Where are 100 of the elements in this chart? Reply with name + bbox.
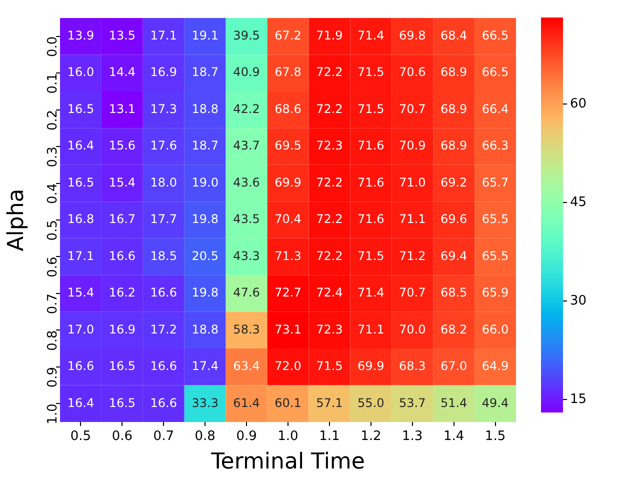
data-label: 16.9 — [150, 65, 177, 80]
x-tick-label: 1.3 — [402, 429, 423, 444]
x-tick-label: 1.2 — [360, 429, 382, 444]
data-label: 40.9 — [233, 65, 260, 80]
data-label: 17.1 — [150, 28, 177, 42]
data-label: 16.5 — [67, 102, 94, 116]
data-label: 71.3 — [274, 248, 302, 263]
data-label: 43.3 — [233, 248, 260, 263]
data-label: 19.1 — [192, 28, 218, 42]
data-label: 69.5 — [274, 138, 302, 153]
data-label: 17.1 — [67, 248, 94, 263]
data-label: 68.3 — [399, 359, 426, 374]
data-label: 60.1 — [274, 396, 302, 410]
data-label: 71.5 — [358, 248, 384, 263]
data-label: 16.0 — [67, 65, 94, 80]
data-label: 67.0 — [440, 359, 468, 374]
data-label: 70.7 — [399, 286, 426, 300]
data-label: 16.6 — [67, 359, 94, 374]
data-label: 72.3 — [316, 138, 343, 153]
data-label: 63.4 — [233, 359, 260, 374]
data-label: 71.6 — [358, 138, 384, 153]
data-label: 43.6 — [233, 175, 260, 190]
y-tick-label: 0.8 — [45, 330, 60, 351]
data-label: 18.7 — [192, 138, 218, 153]
y-tick-label: 0.6 — [45, 256, 60, 278]
x-tick-label: 0.6 — [112, 429, 133, 444]
data-label: 49.4 — [482, 396, 509, 410]
data-label: 18.7 — [192, 65, 218, 80]
data-label: 69.9 — [358, 359, 384, 374]
data-label: 16.5 — [108, 396, 136, 410]
data-label: 71.4 — [358, 286, 384, 300]
color-bar-label: 15 — [570, 392, 587, 407]
data-label: 70.7 — [399, 102, 426, 116]
data-label: 18.5 — [150, 248, 177, 263]
data-label: 72.2 — [316, 102, 343, 116]
x-tick-label: 1.5 — [484, 429, 506, 444]
data-label: 16.6 — [150, 286, 177, 300]
data-label: 72.2 — [316, 212, 343, 226]
data-label: 55.0 — [358, 396, 384, 410]
data-label: 68.9 — [440, 102, 468, 116]
x-tick-label: 1.4 — [443, 429, 464, 444]
data-label: 17.3 — [150, 102, 177, 116]
data-label: 69.8 — [399, 28, 426, 42]
data-label: 17.2 — [150, 322, 177, 336]
data-label: 18.8 — [192, 102, 218, 116]
data-label: 66.5 — [482, 65, 509, 80]
data-label: 71.0 — [399, 175, 426, 190]
data-label: 67.2 — [274, 28, 302, 42]
data-label: 71.5 — [316, 359, 343, 374]
data-label: 67.8 — [274, 65, 302, 80]
data-label: 13.1 — [108, 102, 136, 116]
data-label: 16.5 — [67, 175, 94, 190]
y-axis-title: Alpha — [4, 188, 29, 252]
data-label: 72.2 — [316, 175, 343, 190]
data-label: 69.4 — [440, 248, 468, 263]
data-label: 39.5 — [233, 28, 260, 42]
data-label: 68.9 — [440, 138, 468, 153]
data-label: 14.4 — [108, 65, 136, 80]
data-label: 68.5 — [440, 286, 468, 300]
data-label: 68.9 — [440, 65, 468, 80]
data-label: 70.0 — [399, 322, 426, 336]
color-bar-label: 45 — [570, 194, 587, 210]
data-label: 66.3 — [482, 138, 509, 153]
data-label: 70.4 — [274, 212, 302, 226]
data-label: 16.9 — [108, 322, 136, 336]
data-label: 66.0 — [482, 322, 509, 336]
data-label: 17.6 — [150, 138, 177, 153]
data-label: 16.2 — [108, 286, 136, 300]
y-tick-label: 1.0 — [45, 404, 60, 424]
data-label: 19.8 — [192, 212, 218, 226]
data-label: 53.7 — [399, 396, 426, 410]
y-tick-label: 0.1 — [45, 73, 60, 94]
data-label: 16.6 — [150, 359, 177, 374]
data-label: 19.0 — [192, 175, 218, 190]
data-label: 42.2 — [233, 102, 260, 116]
y-tick-label: 0.9 — [45, 366, 60, 388]
x-tick-label: 1.0 — [278, 429, 298, 444]
data-label: 65.5 — [482, 248, 509, 263]
data-label: 68.4 — [440, 28, 468, 42]
x-axis-title: Terminal Time — [210, 450, 365, 475]
data-label: 71.6 — [358, 212, 384, 226]
data-label: 64.9 — [482, 359, 509, 374]
data-label: 65.5 — [482, 212, 509, 226]
data-label: 69.6 — [440, 212, 468, 226]
data-label: 16.6 — [150, 396, 177, 410]
data-label: 58.3 — [233, 322, 260, 336]
data-label: 16.7 — [108, 212, 136, 226]
data-label: 68.6 — [274, 102, 302, 116]
data-label: 72.4 — [316, 286, 343, 300]
data-label: 18.0 — [150, 175, 177, 190]
data-label: 57.1 — [316, 396, 343, 410]
y-tick-label: 0.0 — [45, 36, 60, 58]
data-label: 72.7 — [274, 286, 302, 300]
data-label: 69.9 — [274, 175, 302, 190]
data-label: 65.9 — [482, 286, 509, 300]
data-label: 71.1 — [358, 322, 384, 336]
data-label: 17.7 — [150, 212, 177, 226]
data-label: 18.8 — [192, 322, 218, 336]
color-bar-label: 60 — [570, 96, 587, 112]
data-label: 71.4 — [358, 28, 384, 42]
